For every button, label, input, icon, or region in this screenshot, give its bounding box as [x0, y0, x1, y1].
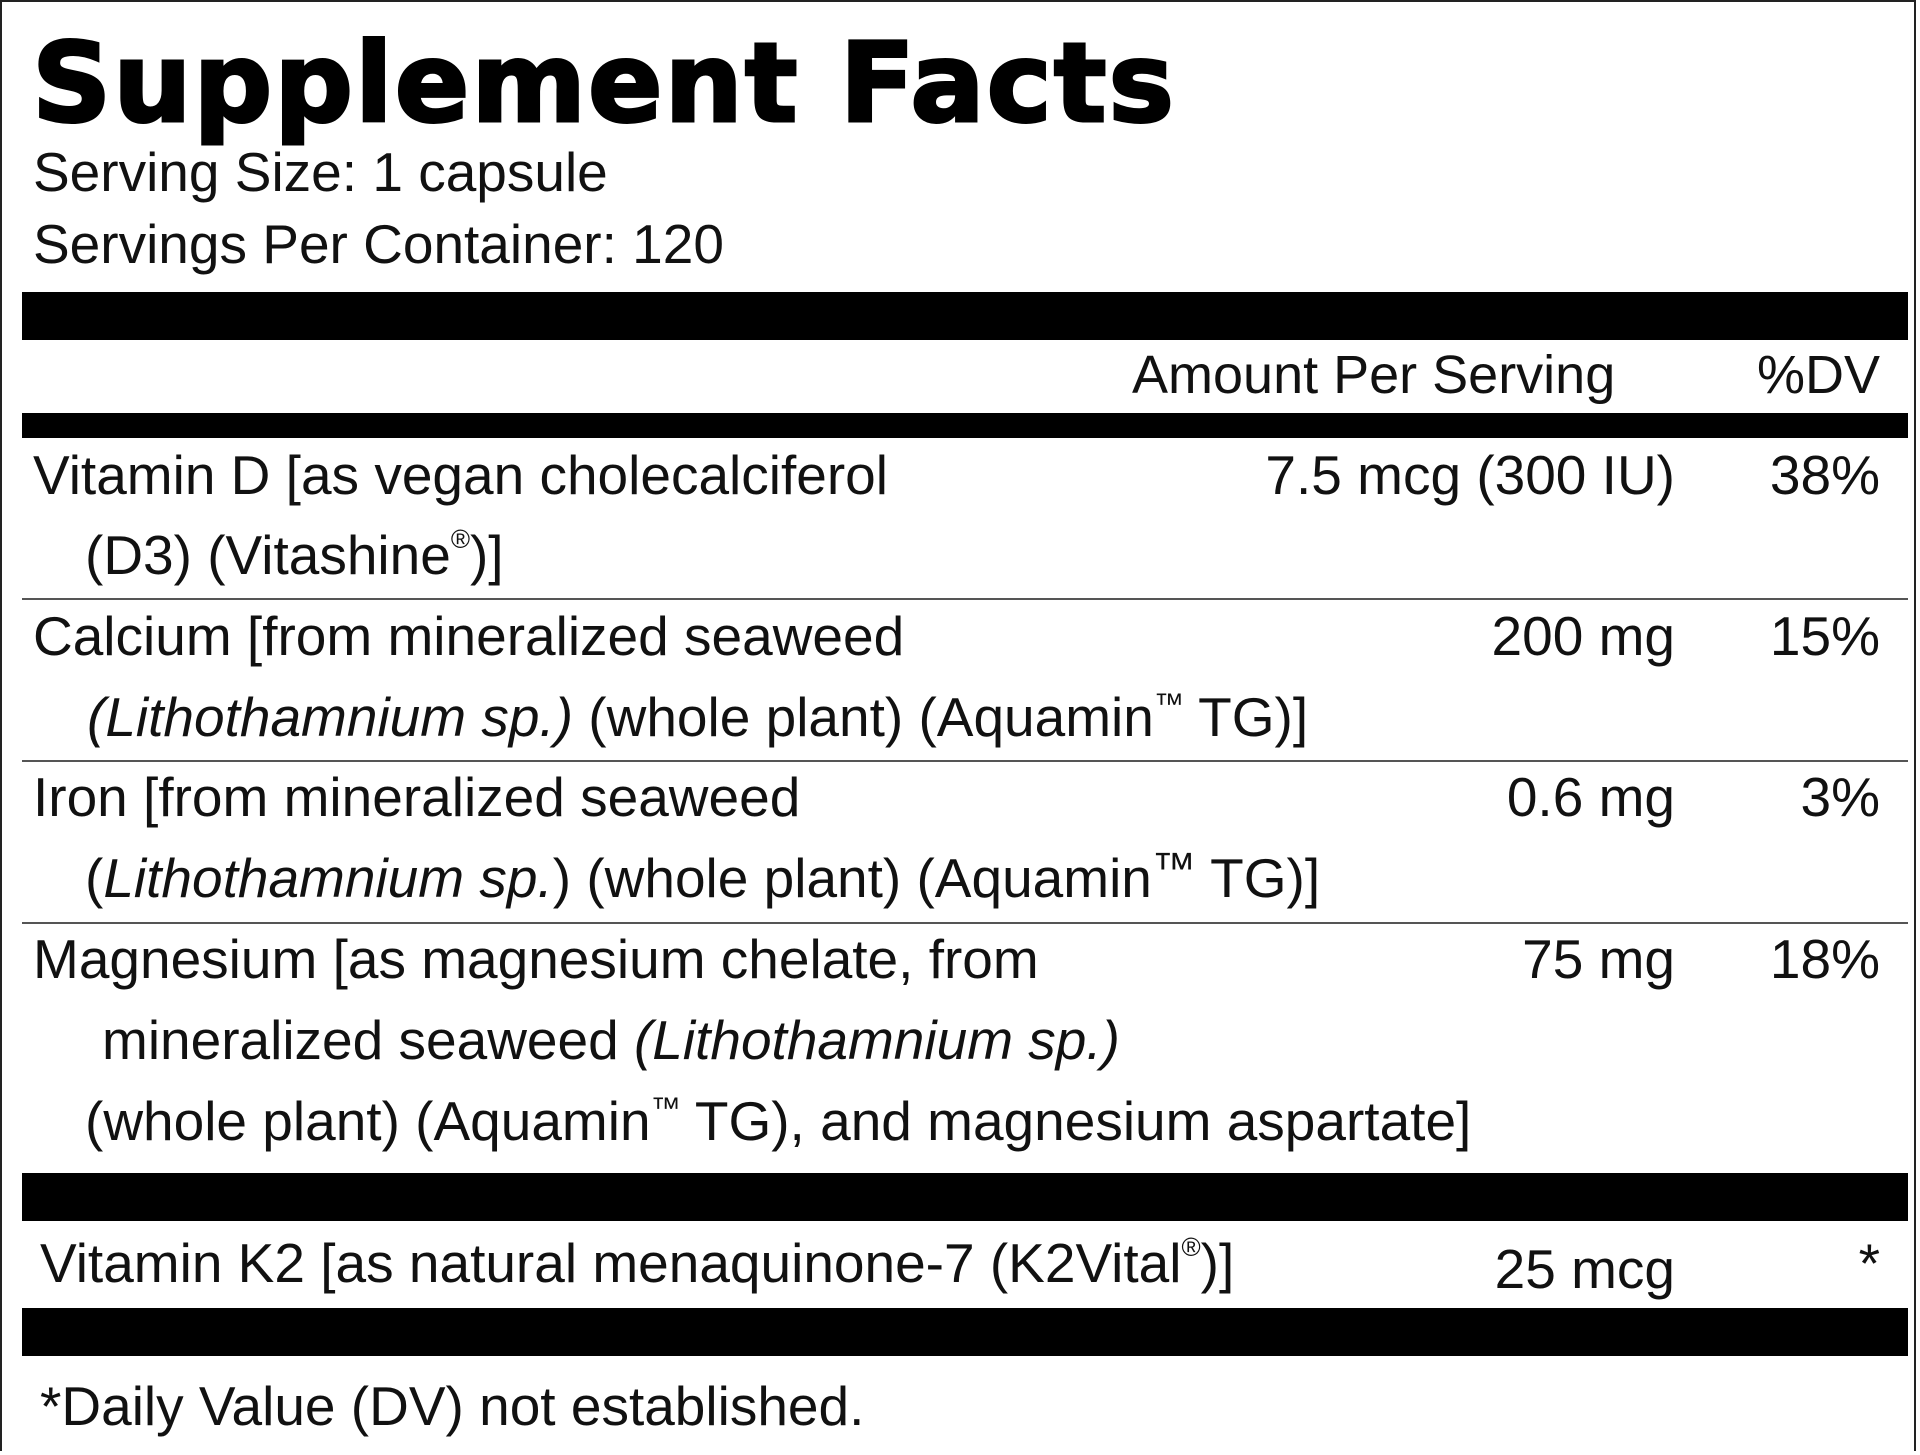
- nutrient-name-line: (Lithothamnium sp.) (whole plant) (Aquam…: [87, 690, 1308, 745]
- nutrient-dv: 18%: [1769, 928, 1880, 990]
- nutrient-name-text: TG)]: [1195, 847, 1321, 909]
- registered-mark: ®: [1181, 1232, 1201, 1262]
- nutrient-name-line: Vitamin D [as vegan cholecalciferol: [33, 444, 888, 506]
- serving-size: Serving Size: 1 capsule: [33, 141, 608, 203]
- nutrient-name-text: (whole plant) (Aquamin: [85, 1090, 651, 1152]
- nutrient-dv: 38%: [1769, 444, 1880, 506]
- latin-name: (Lithothamnium sp.): [87, 686, 574, 748]
- trademark-mark: ™: [1153, 688, 1184, 721]
- nutrient-name-line: Calcium [from mineralized seaweed: [33, 605, 905, 667]
- latin-name: Lithothamnium sp.: [103, 847, 553, 909]
- nutrient-name-line: Iron [from mineralized seaweed: [33, 766, 801, 828]
- nutrient-dv: 3%: [1800, 766, 1881, 828]
- trademark-mark: ™: [650, 1092, 681, 1125]
- nutrient-dv: 15%: [1769, 605, 1880, 667]
- thick-divider-middle: [22, 1173, 1908, 1221]
- nutrient-name-text: )]: [469, 524, 504, 586]
- panel-title: Supplement Facts: [31, 19, 1176, 148]
- nutrient-dv: *: [1858, 1232, 1880, 1294]
- nutrient-name-text: ) (whole plant) (Aquamin: [552, 847, 1152, 909]
- nutrient-name-text: )]: [1200, 1232, 1235, 1294]
- latin-name: (Lithothamnium sp.): [633, 1009, 1120, 1071]
- nutrient-amount: 75 mg: [1522, 928, 1675, 990]
- nutrient-amount: 200 mg: [1491, 605, 1675, 667]
- footnote: *Daily Value (DV) not established.: [40, 1375, 865, 1437]
- nutrient-name-text: (D3) (Vitashine: [85, 524, 451, 586]
- registered-mark: ®: [450, 524, 470, 554]
- header-dv: %DV: [1756, 345, 1880, 405]
- thin-divider: [22, 922, 1908, 924]
- nutrient-name-line: Vitamin K2 [as natural menaquinone-7 (K2…: [40, 1234, 1234, 1291]
- thick-divider-bottom: [22, 1308, 1908, 1356]
- thick-divider-top: [22, 292, 1908, 340]
- nutrient-name-line: Magnesium [as magnesium chelate, from: [33, 928, 1039, 990]
- nutrient-name-line: (Lithothamnium sp.) (whole plant) (Aquam…: [85, 847, 1320, 906]
- nutrient-amount: 7.5 mcg (300 IU): [1265, 444, 1675, 506]
- nutrient-amount: 25 mcg: [1494, 1238, 1675, 1300]
- nutrient-name-text: (: [85, 847, 104, 909]
- nutrient-name-text: TG)]: [1183, 686, 1309, 748]
- nutrient-name-line: (D3) (Vitashine®)]: [85, 526, 504, 583]
- nutrient-name-text: TG), and magnesium aspartate]: [680, 1090, 1472, 1152]
- thin-divider: [22, 598, 1908, 600]
- nutrient-name-text: (whole plant) (Aquamin: [573, 686, 1154, 748]
- thin-divider: [22, 760, 1908, 762]
- header-amount-per-serving: Amount Per Serving: [1132, 345, 1616, 405]
- nutrient-name-line: (whole plant) (Aquamin™ TG), and magnesi…: [85, 1094, 1471, 1149]
- nutrient-name-line: mineralized seaweed (Lithothamnium sp.): [102, 1013, 1120, 1068]
- medium-divider: [22, 413, 1908, 438]
- trademark-mark: ™: [1151, 844, 1196, 893]
- servings-per-container: Servings Per Container: 120: [33, 213, 724, 275]
- nutrient-name-text: Vitamin K2 [as natural menaquinone-7 (K2…: [40, 1232, 1182, 1294]
- nutrient-amount: 0.6 mg: [1506, 766, 1675, 828]
- nutrient-name-text: mineralized seaweed: [102, 1009, 634, 1071]
